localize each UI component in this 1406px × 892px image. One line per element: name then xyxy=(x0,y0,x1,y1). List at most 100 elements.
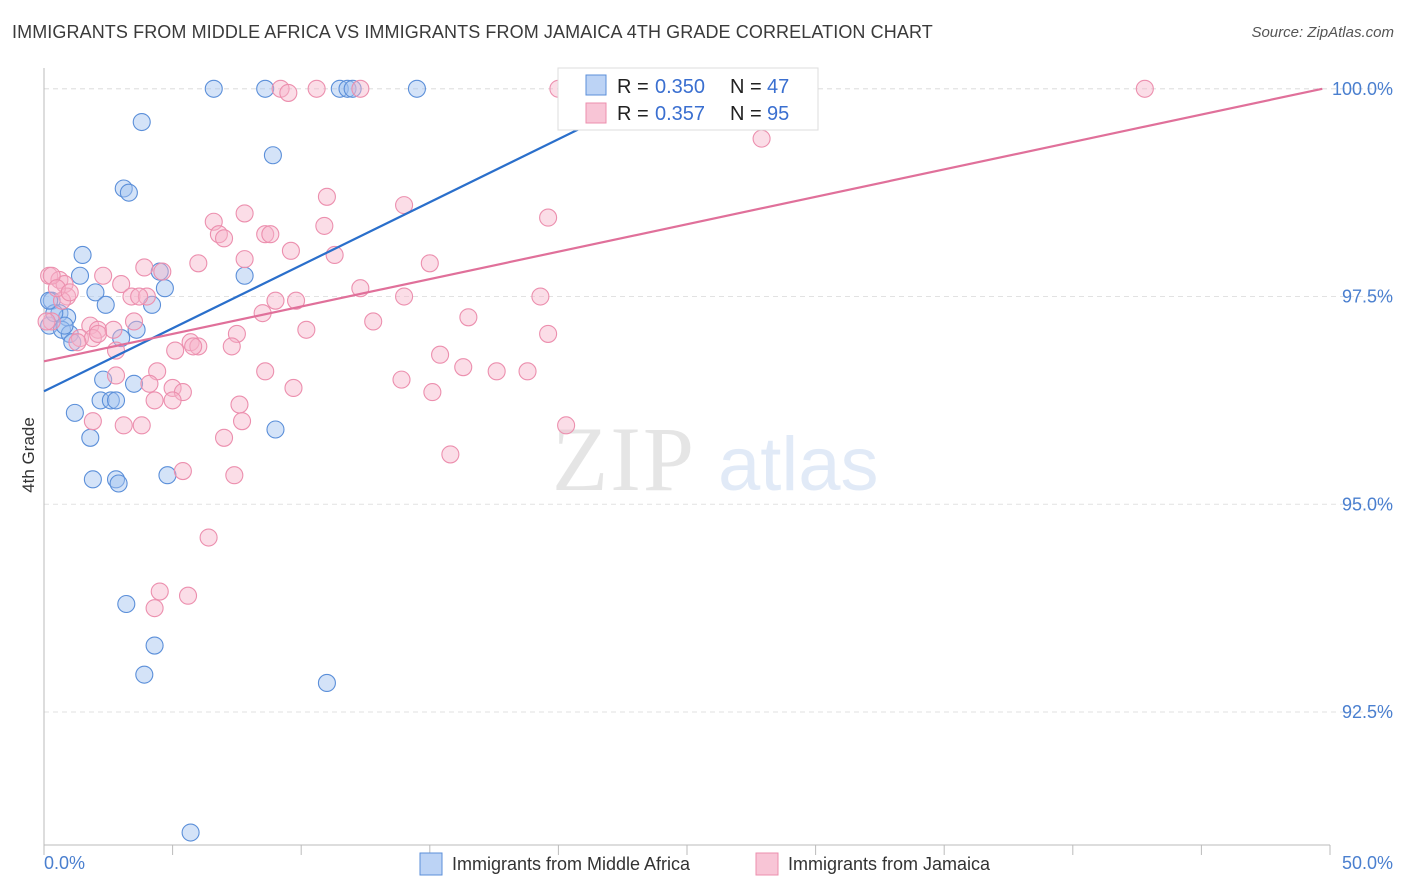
point-s1-52 xyxy=(189,337,208,356)
point-s1-69 xyxy=(145,391,164,410)
point-s0-32 xyxy=(81,428,100,447)
point-s1-7 xyxy=(752,129,771,148)
point-s1-54 xyxy=(166,341,185,360)
bottom-legend-label-1: Immigrants from Middle Africa xyxy=(452,854,691,874)
point-s1-16 xyxy=(261,225,280,244)
point-s0-30 xyxy=(106,391,126,410)
legend-swatch-blue xyxy=(585,74,607,96)
watermark: ZIP atlas xyxy=(552,408,879,510)
y-tick-labels: 92.5% 95.0% 97.5% 100.0% xyxy=(1332,79,1393,722)
bottom-legend: Immigrants from Middle Africa Immigrants… xyxy=(419,852,991,876)
point-s1-15 xyxy=(256,225,275,244)
point-s0-29 xyxy=(101,391,120,410)
point-s1-33 xyxy=(137,287,156,306)
point-s0-9 xyxy=(119,183,138,202)
point-s0-10 xyxy=(73,245,92,265)
y-tick-label-1: 95.0% xyxy=(1342,494,1393,514)
point-s1-87 xyxy=(37,312,56,331)
point-s0-5 xyxy=(407,79,426,98)
point-s0-39 xyxy=(145,636,164,655)
point-s1-32 xyxy=(122,287,141,306)
point-s0-28 xyxy=(91,391,110,410)
point-s1-83 xyxy=(178,586,198,605)
bottom-legend-label-2: Immigrants from Jamaica xyxy=(788,854,991,874)
point-s1-78 xyxy=(441,445,460,464)
point-s1-48 xyxy=(539,324,558,343)
point-s1-40 xyxy=(364,312,383,331)
point-s1-62 xyxy=(106,366,126,385)
point-s1-93 xyxy=(60,283,79,302)
bottom-legend-swatch-pink xyxy=(755,852,779,876)
point-s0-31 xyxy=(65,403,84,422)
legend-r-value-1: 0.350 xyxy=(655,76,705,98)
point-s1-8 xyxy=(317,187,336,206)
point-s0-41 xyxy=(317,673,336,693)
point-s1-57 xyxy=(454,358,473,377)
point-s1-56 xyxy=(431,345,450,364)
point-s0-27 xyxy=(124,374,144,393)
point-s1-53 xyxy=(222,337,241,356)
point-s0-17 xyxy=(96,295,115,314)
point-s1-36 xyxy=(266,291,285,310)
point-s1-90 xyxy=(184,337,203,356)
point-s1-75 xyxy=(132,416,151,435)
x-tick-label-min: 0.0% xyxy=(44,853,85,873)
point-s0-42 xyxy=(181,823,200,842)
point-s1-11 xyxy=(539,208,558,227)
point-s1-89 xyxy=(88,324,108,343)
watermark-zip: ZIP xyxy=(552,408,696,510)
point-s0-3 xyxy=(338,79,357,98)
y-axis-title: 4th Grade xyxy=(19,417,38,493)
point-s1-73 xyxy=(83,412,102,431)
point-s1-2 xyxy=(307,79,326,98)
y-tick-label-3: 100.0% xyxy=(1332,79,1393,99)
point-s0-12 xyxy=(235,266,254,285)
point-s1-60 xyxy=(256,362,275,381)
point-s0-4 xyxy=(343,79,362,98)
y-tick-label-0: 92.5% xyxy=(1342,702,1393,722)
point-s1-22 xyxy=(420,254,439,273)
point-s1-66 xyxy=(284,378,303,397)
point-s1-6 xyxy=(1135,79,1154,98)
point-s1-3 xyxy=(351,79,370,98)
legend-n-value-1: 47 xyxy=(767,76,789,98)
point-s1-68 xyxy=(423,383,442,402)
source-label: Source: ZipAtlas.com xyxy=(1251,24,1394,41)
point-s1-45 xyxy=(104,320,123,339)
point-s0-2 xyxy=(330,79,349,98)
trend-line-middle-africa xyxy=(43,87,662,393)
point-s1-91 xyxy=(287,291,306,310)
legend-r-label-2: R = xyxy=(617,103,649,125)
series-middle-africa-points xyxy=(40,79,426,842)
bottom-legend-swatch-blue xyxy=(419,852,443,876)
point-s1-46 xyxy=(297,320,316,339)
point-s1-1 xyxy=(279,83,298,102)
point-s1-88 xyxy=(68,333,87,352)
point-s1-76 xyxy=(557,416,576,435)
point-s0-13 xyxy=(70,266,90,285)
point-s1-82 xyxy=(150,582,169,601)
point-s1-34 xyxy=(395,287,414,306)
point-s1-63 xyxy=(392,370,411,389)
legend-r-label-1: R = xyxy=(617,76,649,98)
point-s0-15 xyxy=(86,283,105,302)
point-s1-21 xyxy=(189,254,208,273)
point-s1-64 xyxy=(140,374,159,393)
point-s0-38 xyxy=(117,594,136,614)
point-s0-40 xyxy=(135,665,154,684)
legend-n-value-2: 95 xyxy=(767,103,789,125)
point-s1-70 xyxy=(163,391,182,410)
series-jamaica-points xyxy=(37,79,1154,618)
point-s1-71 xyxy=(230,395,249,414)
point-s1-28 xyxy=(112,275,131,294)
trend-line-jamaica xyxy=(43,87,1323,363)
point-s0-7 xyxy=(263,146,282,165)
x-ticks xyxy=(43,845,1331,855)
point-s1-79 xyxy=(173,461,192,481)
legend-n-label-2: N = xyxy=(730,103,762,125)
point-s1-41 xyxy=(124,312,144,331)
point-s1-13 xyxy=(315,216,334,235)
point-s1-74 xyxy=(114,416,133,435)
point-s0-35 xyxy=(83,470,102,489)
